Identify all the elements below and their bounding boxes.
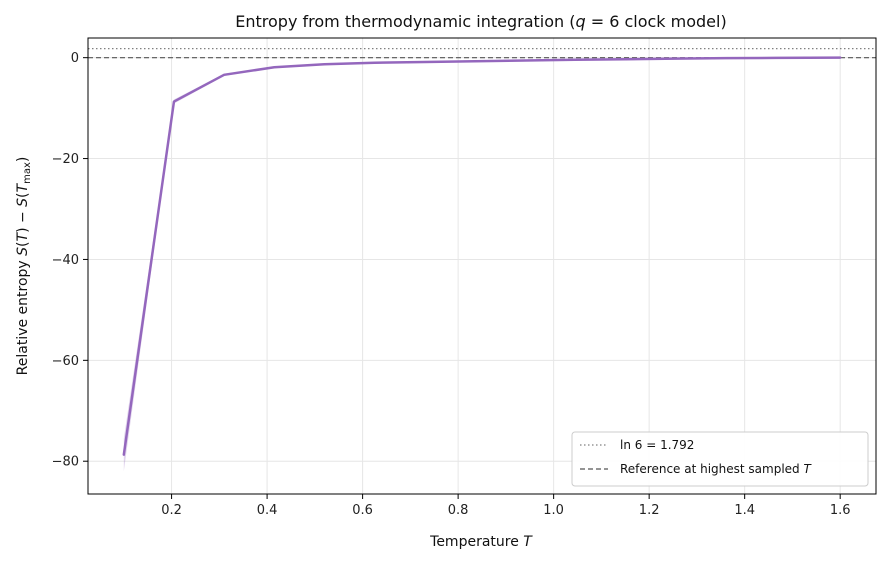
- legend-entry-reference: Reference at highest sampled T: [620, 462, 813, 476]
- x-axis-label: Temperature T: [429, 534, 533, 550]
- x-tick-label: 1.6: [830, 503, 851, 518]
- legend: ln 6 = 1.792 Reference at highest sample…: [571, 431, 869, 487]
- chart-title: Entropy from thermodynamic integration (…: [235, 12, 726, 31]
- legend-box: [571, 431, 869, 487]
- series-group: [122, 56, 842, 472]
- x-tick-label: 0.2: [161, 503, 182, 518]
- y-tick-label: −80: [52, 455, 79, 470]
- y-tick-label: −20: [52, 152, 79, 167]
- legend-entry-ln6: ln 6 = 1.792: [620, 438, 694, 452]
- y-tick-label: 0: [71, 51, 79, 66]
- plot-frame: [87, 37, 877, 495]
- x-tick-label: 1.4: [734, 503, 755, 518]
- x-tick-label: 0.6: [352, 503, 373, 518]
- y-tick-label: −40: [52, 253, 79, 268]
- x-axis-ticks: 0.2 0.4 0.6 0.8 1.0 1.2 1.4 1.6: [161, 494, 851, 518]
- x-tick-label: 1.2: [639, 503, 660, 518]
- y-axis-label: Relative entropy S(T) − S(Tmax): [15, 157, 33, 376]
- y-tick-label: −60: [52, 354, 79, 369]
- x-tick-label: 0.8: [448, 503, 469, 518]
- x-tick-label: 1.0: [543, 503, 564, 518]
- y-axis-ticks: 0 −20 −40 −60 −80: [52, 51, 88, 470]
- x-tick-label: 0.4: [257, 503, 278, 518]
